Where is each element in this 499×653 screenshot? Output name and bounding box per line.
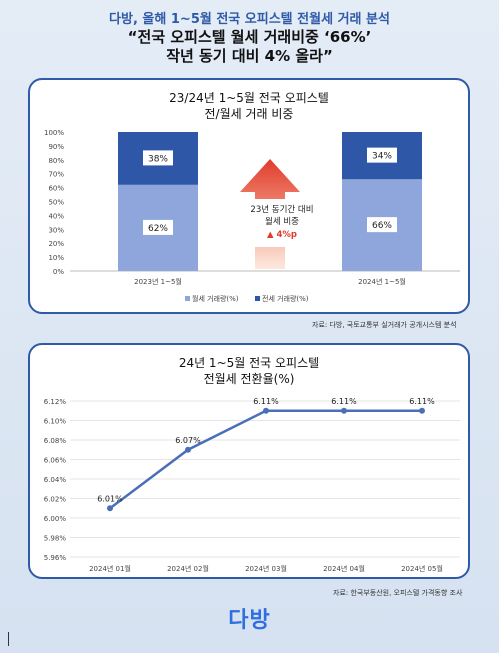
y-tick-label: 6.04% [44, 476, 67, 484]
share-chart-title-line-1: 23/24년 1~5월 전국 오피스텔 [169, 91, 329, 105]
data-label-box [143, 219, 173, 235]
x-tick-label: 2024년 1~5월 [358, 277, 406, 286]
rate-point [341, 407, 347, 414]
rate-point [107, 505, 113, 512]
x-tick-label: 2023년 1~5월 [134, 277, 182, 286]
x-tick-label: 2024년 03월 [245, 564, 287, 573]
dabang-logo: 다방 [228, 608, 271, 633]
y-tick-label: 30% [48, 226, 64, 234]
y-tick-label: 5.98% [44, 535, 67, 543]
annotation-line-3: ▲ 4%p [267, 230, 297, 240]
rate-chart-panel: 24년 1~5월 전국 오피스텔 전월세 전환율(%) 5.96% 5.98% 6.… [28, 343, 470, 579]
text-cursor [8, 632, 9, 646]
y-tick-label: 6.12% [44, 398, 67, 406]
y-tick-label: 6.08% [44, 437, 67, 445]
rate-line-chart: 5.96% 5.98% 6.00% 6.02% 6.04% 6.06% 6.08% 6.10%… [44, 397, 460, 573]
y-tick-label: 6.10% [44, 418, 67, 426]
y-tick-label: 6.00% [44, 515, 67, 523]
rate-chart-source: 자료: 한국부동산원, 오피스텔 가격동향 조사 [333, 589, 463, 597]
x-tick-label: 2024년 02월 [167, 564, 209, 573]
annotation-line-1: 23년 동기간 대비 [250, 204, 313, 215]
headline: “전국 오피스텔 월세 거래비중 ‘66%’ 작년 동기 대비 4% 올라” [0, 28, 499, 66]
annotation-line-2: 월세 비중 [265, 216, 299, 227]
legend-label-jeonse: 전세 거래량(%) [262, 294, 309, 303]
rate-chart-title: 24년 1~5월 전국 오피스텔 전월세 전환율(%) [30, 355, 468, 387]
x-tick-label: 2024년 01월 [89, 564, 131, 573]
rate-data-label: 6.11% [331, 397, 357, 406]
legend-swatch-monthly [185, 296, 190, 301]
y-tick-label: 70% [48, 171, 64, 179]
data-label-jeonse: 38% [148, 154, 168, 164]
y-tick-label: 100% [44, 129, 64, 137]
data-label-box [367, 217, 397, 233]
legend-label-monthly: 월세 거래량(%) [192, 294, 239, 303]
share-chart-source: 자료: 다방, 국토교통부 실거래가 공개시스템 분석 [312, 321, 457, 329]
y-tick-label: 60% [48, 185, 64, 193]
y-tick-label: 6.06% [44, 457, 67, 465]
headline-line-2: 작년 동기 대비 4% 올라” [166, 47, 333, 65]
top-title: 다방, 올해 1~5월 전국 오피스텔 전월세 거래 분석 [109, 12, 390, 27]
rate-point [419, 407, 425, 414]
headline-line-1: “전국 오피스텔 월세 거래비중 ‘66%’ [127, 28, 372, 46]
y-tick-label: 0% [53, 268, 64, 276]
rate-data-label: 6.11% [253, 397, 279, 406]
annotation-box [228, 199, 312, 247]
share-chart-title: 23/24년 1~5월 전국 오피스텔 전/월세 거래 비중 [30, 90, 468, 122]
y-tick-label: 20% [48, 240, 64, 248]
y-tick-label: 90% [48, 143, 64, 151]
rate-chart-title-line-2: 전월세 전환율(%) [203, 372, 295, 386]
y-tick-label: 5.96% [44, 554, 67, 562]
x-tick-label: 2024년 05월 [401, 564, 443, 573]
x-tick-label: 2024년 04월 [323, 564, 365, 573]
rate-data-label: 6.07% [175, 436, 201, 445]
y-tick-label: 80% [48, 157, 64, 165]
share-chart-title-line-2: 전/월세 거래 비중 [204, 107, 294, 121]
y-tick-label: 50% [48, 199, 64, 207]
share-bar-chart: 0% 10% 20% 30% 40% 50% 60% 70% 80% 90% 100% 62% 38% 2… [44, 129, 460, 303]
rate-chart-title-line-1: 24년 1~5월 전국 오피스텔 [178, 356, 320, 370]
y-tick-label: 40% [48, 212, 64, 220]
data-label-box [143, 150, 173, 166]
rate-data-label: 6.11% [409, 397, 435, 406]
data-label-jeonse: 34% [372, 152, 392, 162]
data-label-monthly: 62% [148, 224, 168, 234]
rate-point [263, 407, 269, 414]
y-tick-label: 10% [48, 254, 64, 262]
y-tick-label: 6.02% [44, 496, 67, 504]
rate-point [185, 446, 191, 453]
data-label-monthly: 66% [372, 221, 392, 231]
data-label-box [367, 147, 397, 163]
share-chart-panel: 23/24년 1~5월 전국 오피스텔 전/월세 거래 비중 0% 10% 20% 3… [28, 78, 470, 314]
legend-swatch-jeonse [255, 296, 260, 301]
rate-data-label: 6.01% [97, 494, 123, 503]
